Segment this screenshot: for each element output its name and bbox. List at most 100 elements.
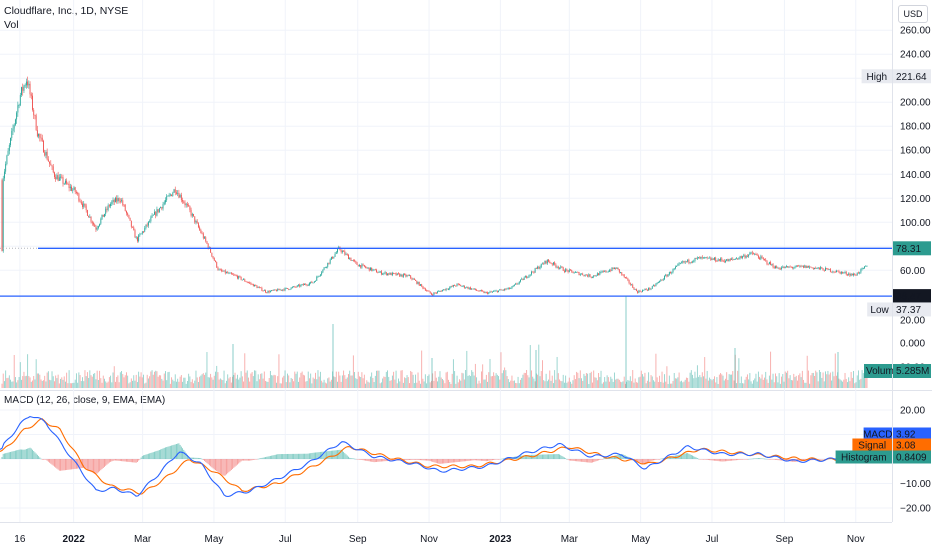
candle-body bbox=[832, 271, 834, 273]
macd-histogram-bar bbox=[298, 453, 299, 459]
price-axis-tick-label: 100.00 bbox=[900, 218, 931, 229]
candle-body bbox=[546, 259, 548, 264]
candle-body bbox=[609, 270, 611, 272]
candle-body bbox=[507, 287, 509, 289]
macd-histogram-bar bbox=[662, 458, 664, 459]
candle-body bbox=[321, 272, 323, 275]
candle-body bbox=[611, 267, 613, 271]
macd-histogram-bar bbox=[535, 454, 537, 459]
candle-body bbox=[357, 264, 359, 267]
macd-histogram-bar bbox=[27, 448, 29, 459]
candle-body bbox=[742, 256, 743, 258]
candle-body bbox=[859, 272, 861, 274]
macd-histogram-bar bbox=[603, 458, 604, 460]
candle-body bbox=[25, 81, 27, 86]
macd-histogram-bar bbox=[426, 459, 428, 461]
macd-histogram-bar bbox=[51, 459, 53, 465]
candle-body bbox=[750, 252, 752, 254]
volume-bar bbox=[716, 377, 718, 388]
volume-bar bbox=[650, 375, 652, 388]
time-axis-tick-label: Jul bbox=[706, 534, 719, 545]
macd-histogram-bar bbox=[429, 459, 431, 462]
macd-histogram-bar bbox=[420, 459, 421, 461]
volume-bar bbox=[117, 375, 119, 388]
candle-body bbox=[659, 280, 661, 282]
macd-histogram-bar bbox=[96, 459, 98, 474]
macd-histogram-bar bbox=[799, 459, 801, 462]
volume-bar bbox=[618, 379, 620, 388]
candle-body bbox=[401, 274, 403, 277]
candle-body bbox=[204, 237, 205, 239]
macd-histogram-bar bbox=[518, 455, 520, 459]
volume-bar bbox=[393, 371, 395, 388]
candle-body bbox=[285, 287, 287, 289]
volume-bar bbox=[638, 377, 640, 388]
macd-histogram-bar bbox=[177, 443, 179, 459]
volume-bar bbox=[293, 381, 295, 388]
volume-bar bbox=[676, 378, 678, 388]
candle-body bbox=[509, 287, 510, 289]
candle-body bbox=[656, 282, 658, 285]
signal-badge-label: Signal bbox=[858, 441, 886, 452]
volume-bar bbox=[798, 375, 800, 388]
macd-histogram-bar bbox=[424, 459, 426, 461]
macd-histogram-bar bbox=[318, 452, 320, 459]
volume-bar bbox=[452, 359, 454, 388]
macd-histogram-bar bbox=[62, 459, 64, 471]
candle-body bbox=[520, 279, 521, 282]
candle-body bbox=[483, 291, 485, 293]
macd-histogram-bar bbox=[8, 452, 10, 459]
volume-bar bbox=[570, 381, 571, 388]
candle-body bbox=[387, 273, 388, 275]
volume-bar bbox=[448, 379, 449, 388]
volume-bar bbox=[622, 381, 624, 388]
currency-button[interactable]: USD bbox=[898, 5, 928, 23]
candle-body bbox=[765, 259, 767, 261]
volume-bar bbox=[202, 373, 204, 388]
macd-histogram-bar bbox=[570, 459, 571, 461]
volume-bar bbox=[413, 383, 415, 388]
volume-bar bbox=[348, 374, 349, 388]
volume-bar bbox=[71, 383, 72, 388]
macd-histogram-bar bbox=[169, 445, 171, 459]
candle-body bbox=[423, 288, 425, 290]
macd-histogram-bar bbox=[36, 454, 38, 459]
candle-body bbox=[2, 178, 4, 251]
candle-body bbox=[849, 273, 851, 276]
candle-body bbox=[62, 177, 64, 184]
volume-bar bbox=[300, 372, 302, 388]
volume-bar bbox=[283, 375, 285, 388]
candle-body bbox=[595, 275, 597, 277]
time-axis-tick-label: May bbox=[204, 534, 223, 545]
macd-histogram-bar bbox=[484, 459, 486, 462]
candle-body bbox=[310, 281, 312, 284]
volume-bar bbox=[671, 383, 673, 388]
macd-histogram-bar bbox=[642, 459, 643, 464]
volume-bar bbox=[133, 375, 135, 388]
candle-body bbox=[127, 213, 129, 215]
candle-body bbox=[665, 275, 667, 276]
volume-bar bbox=[585, 373, 587, 388]
volume-bar bbox=[308, 378, 310, 388]
candle-body bbox=[80, 201, 82, 204]
candle-body bbox=[361, 264, 363, 268]
candle-body bbox=[189, 206, 191, 210]
candle-body bbox=[151, 215, 153, 218]
volume-bar bbox=[324, 382, 326, 388]
macd-histogram-bar bbox=[83, 459, 85, 468]
macd-histogram-bar bbox=[428, 459, 430, 461]
candle-body bbox=[601, 271, 603, 273]
macd-histogram-bar bbox=[133, 459, 135, 463]
volume-bar bbox=[211, 377, 213, 388]
volume-bar bbox=[706, 370, 708, 388]
candle-body bbox=[502, 289, 504, 291]
candle-body bbox=[240, 276, 242, 280]
macd-histogram-bar bbox=[777, 459, 779, 461]
volume-bar bbox=[494, 375, 496, 388]
macd-histogram-bar bbox=[690, 454, 692, 459]
volume-bar bbox=[434, 371, 436, 388]
candle-body bbox=[133, 227, 135, 231]
macd-histogram-bar bbox=[471, 459, 473, 461]
volume-bar bbox=[632, 370, 634, 388]
